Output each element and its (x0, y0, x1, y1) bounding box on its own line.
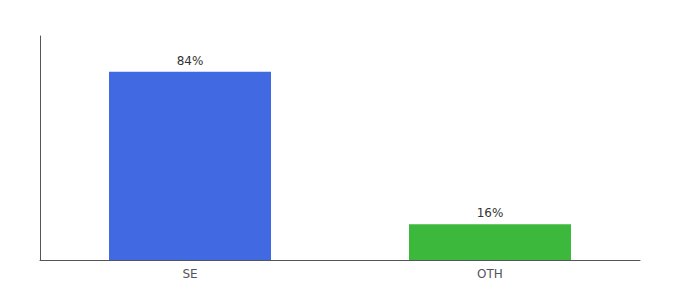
svg-text:OTH: OTH (477, 267, 503, 281)
svg-text:84%: 84% (177, 54, 204, 68)
svg-text:SE: SE (182, 267, 197, 281)
svg-text:16%: 16% (477, 206, 504, 220)
